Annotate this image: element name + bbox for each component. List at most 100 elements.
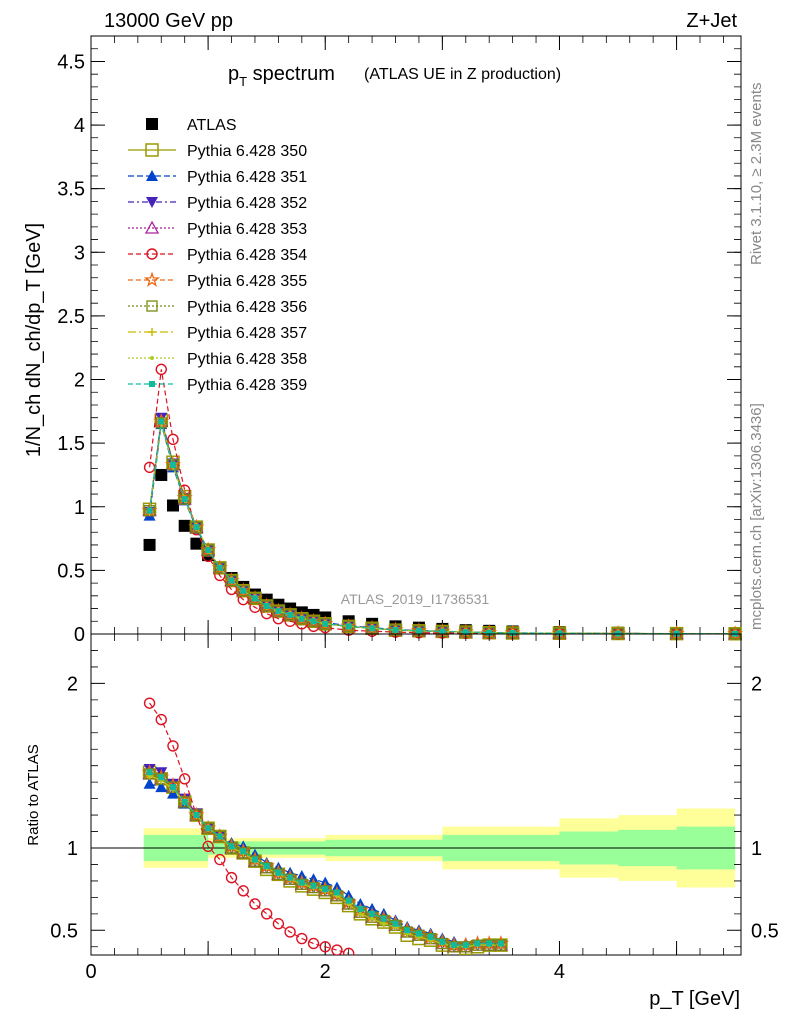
ratio-data-point <box>202 840 214 853</box>
main-data-point <box>193 524 200 531</box>
legend-entry: Pythia 6.428 350 <box>128 143 307 160</box>
main-data-point <box>284 609 296 621</box>
ratio-data-point <box>178 773 191 785</box>
analysis-watermark: ATLAS_2019_I1736531 <box>341 591 490 607</box>
main-y-tick-label: 4.5 <box>57 51 85 73</box>
ratio-data-point <box>143 777 156 789</box>
ratio-data-point <box>486 940 493 947</box>
ratio-data-point <box>342 947 355 955</box>
main-data-point <box>166 499 179 512</box>
ratio-data-point <box>275 869 282 876</box>
ratio-data-point <box>462 942 469 949</box>
legend-entry: Pythia 6.428 353 <box>128 220 307 238</box>
ratio-y-tick-label-right: 2 <box>751 673 762 695</box>
plot-title-detail: (ATLAS UE in Z production) <box>364 66 561 83</box>
ratio-data-point <box>181 798 188 805</box>
main-data-point <box>240 587 247 594</box>
ratio-data-point <box>214 853 226 866</box>
ratio-data-point <box>193 812 200 819</box>
main-data-point <box>509 629 516 636</box>
main-data-point <box>369 625 376 632</box>
ratio-data-point <box>263 863 270 870</box>
legend-marker <box>144 220 160 234</box>
ratio-data-point <box>216 833 223 840</box>
ratio-y-tick-label: 2 <box>67 673 78 695</box>
ratio-data-point <box>190 809 203 821</box>
legend-entry: Pythia 6.428 351 <box>128 169 307 186</box>
main-data-point <box>251 595 258 602</box>
legend-marker <box>149 381 155 387</box>
main-series-0 <box>143 468 742 640</box>
legend-label: Pythia 6.428 358 <box>187 351 307 368</box>
main-data-point <box>345 623 352 630</box>
main-data-point <box>322 620 329 627</box>
main-data-point <box>169 461 176 468</box>
main-data-point <box>307 615 320 627</box>
ratio-data-point <box>439 938 446 945</box>
ratio-data-point <box>381 921 386 926</box>
legend-marker <box>146 248 158 260</box>
main-y-tick-label: 3.5 <box>57 179 85 201</box>
ratio-data-point <box>319 941 331 953</box>
ratio-data-point <box>167 740 179 752</box>
main-data-point <box>190 537 203 550</box>
ratio-data-point <box>284 926 296 938</box>
main-data-point <box>486 629 493 636</box>
ratio-data-point <box>228 843 235 850</box>
main-data-point <box>287 611 294 618</box>
ratio-data-point <box>237 847 249 859</box>
legend-marker <box>146 300 158 312</box>
ratio-data-point <box>169 784 176 791</box>
main-data-point <box>190 521 203 533</box>
main-data-point <box>228 577 235 584</box>
main-data-point <box>181 496 188 503</box>
main-data-point <box>179 493 191 505</box>
legend-entry: Pythia 6.428 358 <box>128 351 307 368</box>
ratio-panel: 0.5 0.5 1 1 2 2 0 2 4 <box>50 633 779 983</box>
ratio-data-point <box>296 932 308 945</box>
header-right: Z+Jet <box>686 10 737 32</box>
ratio-data-point <box>358 911 363 916</box>
x-axis-label: p_T [GeV] <box>649 988 740 1010</box>
site-watermark: mcplots.cern.ch [arXiv:1306.3436] <box>748 403 765 630</box>
main-data-point <box>225 574 238 587</box>
ratio-data-point <box>166 787 179 799</box>
ratio-data-point <box>460 941 472 953</box>
ratio-data-point <box>155 781 168 793</box>
main-data-point <box>167 433 179 446</box>
legend-marker <box>148 328 156 336</box>
main-data-point <box>143 461 156 474</box>
ratio-y-tick-label-right: 1 <box>751 838 762 860</box>
ratio-data-point <box>202 822 214 834</box>
legend: ATLAS Pythia 6.428 350 Pythia 6.428 351 Pyt… <box>128 117 307 394</box>
main-data-point <box>237 585 249 597</box>
ratio-data-point <box>272 918 285 930</box>
ratio-data-point <box>205 825 212 832</box>
ratio-data-point <box>249 855 261 867</box>
ratio-frame <box>90 633 742 956</box>
ratio-data-point <box>415 930 422 937</box>
legend-marker <box>146 197 158 208</box>
main-data-point <box>143 538 156 551</box>
ratio-data-point <box>237 885 249 897</box>
ratio-data-point <box>298 879 305 886</box>
legend-marker <box>145 143 159 157</box>
legend-label: ATLAS <box>187 117 237 134</box>
main-data-point <box>158 418 165 425</box>
ratio-data-point <box>357 905 364 912</box>
legend-marker <box>143 271 161 287</box>
main-data-point <box>155 417 167 429</box>
rivet-watermark: Rivet 3.1.10, ≥ 2.3M events <box>748 83 765 266</box>
main-data-point <box>439 628 446 635</box>
ratio-data-point <box>249 898 261 910</box>
ratio-data-point <box>179 796 191 808</box>
main-series-line <box>149 421 736 635</box>
ratio-data-point <box>155 713 167 726</box>
ratio-data-point <box>225 871 238 884</box>
ratio-data-point <box>370 916 375 921</box>
ratio-data-point <box>436 937 449 950</box>
main-data-point <box>178 519 191 532</box>
ratio-data-point <box>310 882 317 889</box>
ratio-data-point <box>240 848 247 855</box>
legend-marker <box>146 170 158 181</box>
